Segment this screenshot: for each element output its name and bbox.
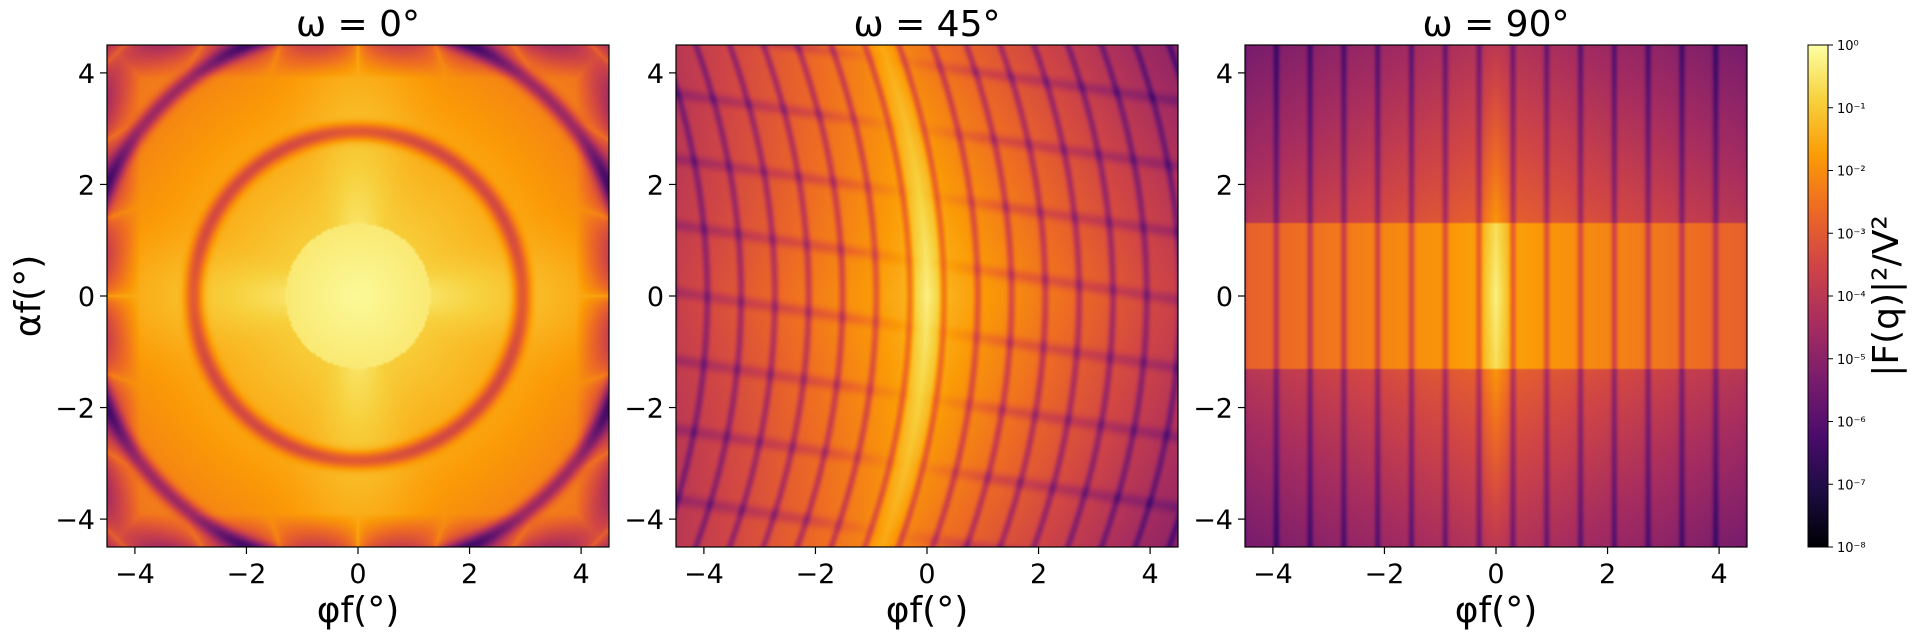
- x-tick-label: −4: [1253, 559, 1293, 590]
- heatmap-image: [1245, 45, 1747, 547]
- heatmap-image: [107, 45, 609, 547]
- y-tick-label: 0: [1216, 282, 1233, 313]
- panel-omega-45: ω = 45° −4 −2 0 2 4 −4 −2 0 2 4 φf(°): [624, 4, 1179, 631]
- x-tick-label: 2: [1030, 559, 1047, 590]
- x-axis: −4 −2 0 2 4: [684, 547, 1159, 590]
- x-axis-label: φf(°): [317, 590, 400, 631]
- colorbar-label: |F(q)|²/V²: [1866, 215, 1907, 377]
- x-tick-label: 4: [1142, 559, 1159, 590]
- x-axis: −4 −2 0 2 4: [115, 547, 590, 590]
- y-tick-label: 0: [78, 282, 95, 313]
- x-tick-label: 2: [1599, 559, 1616, 590]
- x-tick-label: 4: [573, 559, 590, 590]
- colorbar-tick-label: 10⁻⁷: [1837, 478, 1866, 493]
- panel-omega-90: ω = 90° −4 −2 0 2 4 −4 −2 0 2 4 φf(°): [1193, 4, 1748, 631]
- heatmap-image: [676, 45, 1178, 547]
- x-tick-label: 0: [349, 559, 366, 590]
- y-tick-label: 4: [1216, 59, 1233, 90]
- y-tick-label: −4: [624, 505, 664, 536]
- x-axis: −4 −2 0 2 4: [1253, 547, 1728, 590]
- y-tick-label: −2: [55, 394, 95, 425]
- x-tick-label: −4: [684, 559, 724, 590]
- y-axis: −4 −2 0 2 4: [624, 59, 676, 536]
- x-tick-label: 2: [461, 559, 478, 590]
- x-tick-label: −2: [227, 559, 267, 590]
- panel-omega-0: ω = 0° −4 −2 0 2 4 −4 −2 0 2 4 φf(°) αf(°): [8, 4, 610, 631]
- x-tick-label: 4: [1711, 559, 1728, 590]
- y-tick-label: 2: [78, 170, 95, 201]
- colorbar-tick-label: 10⁰: [1837, 39, 1859, 54]
- y-tick-label: −4: [55, 505, 95, 536]
- x-tick-label: 0: [1487, 559, 1504, 590]
- colorbar-tick-label: 10⁻⁴: [1837, 290, 1866, 305]
- y-tick-label: 4: [647, 59, 664, 90]
- colorbar-gradient: [1807, 44, 1829, 548]
- x-tick-label: −4: [115, 559, 155, 590]
- panel-title: ω = 90°: [1422, 4, 1569, 45]
- panel-title: ω = 0°: [296, 4, 420, 45]
- x-axis-label: φf(°): [886, 590, 969, 631]
- y-tick-label: 2: [647, 170, 664, 201]
- y-tick-label: 4: [78, 59, 95, 90]
- y-tick-label: −2: [624, 394, 664, 425]
- y-axis: −4 −2 0 2 4: [55, 59, 107, 536]
- y-tick-label: −4: [1193, 505, 1233, 536]
- y-axis-label: αf(°): [8, 255, 49, 338]
- colorbar-tick-label: 10⁻¹: [1837, 102, 1866, 117]
- x-tick-label: −2: [1365, 559, 1405, 590]
- panel-title: ω = 45°: [853, 4, 1000, 45]
- y-tick-label: 0: [647, 282, 664, 313]
- colorbar-tick-label: 10⁻⁸: [1837, 541, 1866, 556]
- colorbar-tick-label: 10⁻⁵: [1837, 353, 1866, 368]
- x-tick-label: 0: [918, 559, 935, 590]
- colorbar-tick-label: 10⁻³: [1837, 227, 1866, 242]
- y-tick-label: 2: [1216, 170, 1233, 201]
- colorbar-ticks: 10⁰ 10⁻¹ 10⁻² 10⁻³ 10⁻⁴ 10⁻⁵ 10⁻⁶ 10⁻⁷ 10⁻⁸: [1828, 39, 1866, 556]
- colorbar-tick-label: 10⁻²: [1837, 165, 1866, 180]
- x-tick-label: −2: [796, 559, 836, 590]
- y-axis: −4 −2 0 2 4: [1193, 59, 1245, 536]
- y-tick-label: −2: [1193, 394, 1233, 425]
- colorbar: 10⁰ 10⁻¹ 10⁻² 10⁻³ 10⁻⁴ 10⁻⁵ 10⁻⁶ 10⁻⁷ 10⁻⁸ |F(q…: [1807, 39, 1907, 556]
- x-axis-label: φf(°): [1455, 590, 1538, 631]
- colorbar-tick-label: 10⁻⁶: [1837, 416, 1866, 431]
